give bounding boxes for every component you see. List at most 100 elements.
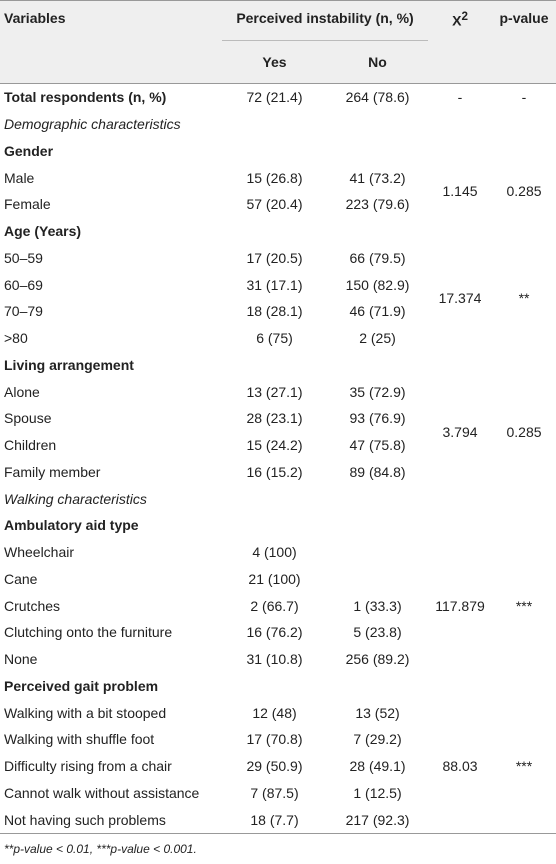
table-row: None 31 (10.8) 256 (89.2) — [0, 646, 556, 673]
yes-cell: 2 (66.7) — [250, 597, 299, 614]
empty-cell — [428, 138, 492, 165]
empty-cell — [428, 512, 492, 539]
no-cell: 5 (23.8) — [353, 624, 402, 641]
no-cell: 13 (52) — [355, 704, 400, 721]
yes-cell: 31 (10.8) — [246, 651, 303, 668]
category-label: Demographic characteristics — [4, 116, 181, 133]
table-row: Total respondents (n, %) 72 (21.4) 264 (78… — [0, 84, 556, 111]
no-cell: 7 (29.2) — [353, 731, 402, 748]
yes-cell: 17 (70.8) — [246, 731, 303, 748]
p-cell: 0.285 — [506, 183, 542, 199]
row-label: Difficulty rising from a chair — [4, 758, 172, 775]
table-row: Living arrangement — [0, 352, 556, 379]
superscript: 2 — [461, 10, 468, 23]
table-row: Children 15 (24.2) 47 (75.8) — [0, 432, 556, 459]
empty-cell — [428, 673, 492, 700]
p-cell: ** — [518, 290, 530, 306]
table-row: 60–69 31 (17.1) 150 (82.9) — [0, 271, 556, 298]
header-cell: No — [368, 54, 387, 70]
table-row: Demographic characteristics — [0, 111, 556, 138]
row-label: >80 — [4, 330, 28, 347]
p-cell: - — [521, 89, 527, 106]
table-row: Walking characteristics — [0, 485, 556, 512]
p-cell: *** — [515, 758, 533, 775]
table-row: >80 6 (75) 2 (25) — [0, 325, 556, 352]
header-cell: Variables — [4, 10, 66, 26]
no-cell: 89 (84.8) — [349, 463, 406, 480]
row-label: Crutches — [4, 597, 61, 614]
row-label: Walking with a bit stooped — [4, 704, 167, 721]
no-cell: 217 (92.3) — [345, 811, 410, 828]
yes-cell: 13 (27.1) — [246, 383, 303, 400]
footnote: **p-value < 0.01, ***p-value < 0.001. — [4, 842, 197, 856]
row-label: Walking with shuffle foot — [4, 731, 155, 748]
no-cell: 28 (49.1) — [349, 758, 406, 775]
chi-cell: 117.879 — [435, 597, 485, 614]
table-row: Difficulty rising from a chair 29 (50.9) 2… — [0, 753, 556, 780]
yes-cell: 21 (100) — [248, 570, 301, 587]
chi-cell: 1.145 — [442, 183, 478, 199]
no-cell: 1 (33.3) — [353, 597, 402, 614]
table-row: Walking with a bit stooped 12 (48) 13 (52)… — [0, 699, 556, 775]
row-label: Cane — [4, 570, 38, 587]
row-label: Cannot walk without assistance — [4, 784, 200, 801]
yes-cell: 6 (75) — [256, 330, 293, 347]
chi-cell: 88.03 — [442, 758, 478, 775]
yes-cell: 4 (100) — [252, 544, 297, 561]
table-row: Spouse 28 (23.1) 93 (76.9) — [0, 405, 556, 432]
yes-cell: 57 (20.4) — [246, 196, 303, 213]
yes-cell: 15 (24.2) — [246, 437, 303, 454]
table-header: Variables Perceived instability (n, %) X… — [0, 0, 556, 84]
no-cell — [327, 539, 428, 566]
table-row: 70–79 18 (28.1) 46 (71.9) — [0, 298, 556, 325]
variable-label: Perceived gait problem — [4, 677, 159, 694]
no-cell: 1 (12.5) — [353, 784, 402, 801]
row-label: Children — [4, 437, 57, 454]
p-cell: 0.285 — [506, 423, 542, 440]
yes-cell: 72 (21.4) — [246, 89, 303, 106]
row-label: Alone — [4, 383, 40, 400]
table-row: Family member 16 (15.2) 89 (84.8) — [0, 459, 556, 486]
empty-cell — [492, 673, 556, 700]
row-label: 70–79 — [4, 303, 43, 320]
row-label: Family member — [4, 463, 101, 480]
table-row: Walking with shuffle foot 17 (70.8) 7 (29.… — [0, 726, 556, 753]
table-row: Cannot walk without assistance 7 (87.5) 1 … — [0, 780, 556, 807]
yes-cell: 16 (15.2) — [246, 463, 303, 480]
table-row: Age (Years) — [0, 218, 556, 245]
no-cell: 93 (76.9) — [349, 410, 406, 427]
header-row: Variables Perceived instability (n, %) X… — [0, 0, 556, 41]
empty-cell — [492, 138, 556, 165]
row-label: Female — [4, 196, 51, 213]
chi-cell: 3.794 — [442, 423, 478, 440]
variable-label: Living arrangement — [4, 356, 134, 373]
no-cell: 47 (75.8) — [349, 437, 406, 454]
chi-cell: 17.374 — [438, 290, 482, 306]
no-cell: 150 (82.9) — [345, 276, 410, 293]
table-row: Wheelchair 4 (100) 117.879 *** — [0, 539, 556, 614]
yes-cell: 15 (26.8) — [246, 169, 303, 186]
table-row: Crutches 2 (66.7) 1 (33.3) — [0, 592, 556, 619]
category-label: Walking characteristics — [4, 490, 147, 507]
table-row: Ambulatory aid type — [0, 512, 556, 539]
table-body: Total respondents (n, %) 72 (21.4) 264 (78… — [0, 84, 556, 834]
row-label: None — [4, 651, 38, 668]
no-cell: 2 (25) — [359, 330, 396, 347]
yes-cell: 7 (87.5) — [250, 784, 299, 801]
table-row: Perceived gait problem — [0, 673, 556, 700]
variable-label: Gender — [4, 142, 54, 159]
row-label: 60–69 — [4, 276, 43, 293]
data-table: Variables Perceived instability (n, %) X… — [0, 0, 556, 834]
row-label: Male — [4, 169, 35, 186]
no-cell: 35 (72.9) — [349, 383, 406, 400]
row-label: 50–59 — [4, 249, 43, 266]
row-label: Clutching onto the furniture — [4, 624, 173, 641]
no-cell: 41 (73.2) — [349, 169, 406, 186]
table-row: Gender — [0, 138, 556, 165]
header-cell: Perceived instability (n, %) — [222, 0, 429, 41]
no-cell — [327, 566, 428, 593]
header-cell: Yes — [262, 54, 287, 70]
table-row: Alone 13 (27.1) 35 (72.9) 3.794 0.285 — [0, 378, 556, 440]
no-cell: 264 (78.6) — [345, 89, 410, 106]
row-label: Not having such problems — [4, 811, 166, 828]
